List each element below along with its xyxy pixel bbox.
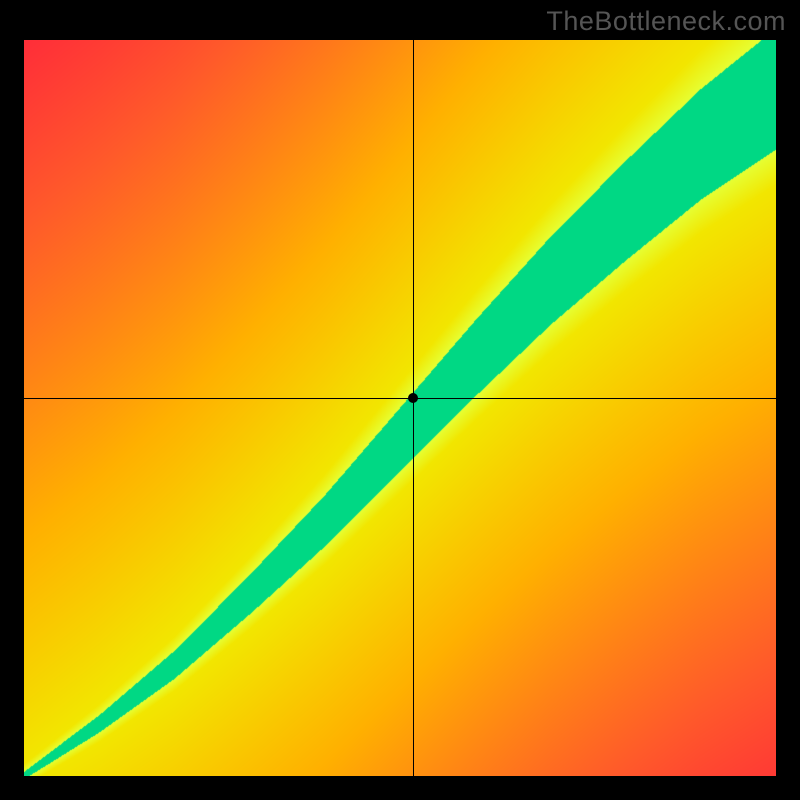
crosshair-horizontal [24, 398, 776, 399]
plot-area [24, 40, 776, 776]
crosshair-vertical [413, 40, 414, 776]
heatmap-canvas [24, 40, 776, 776]
watermark-text: TheBottleneck.com [546, 6, 786, 37]
chart-container: TheBottleneck.com [0, 0, 800, 800]
crosshair-dot [408, 393, 418, 403]
